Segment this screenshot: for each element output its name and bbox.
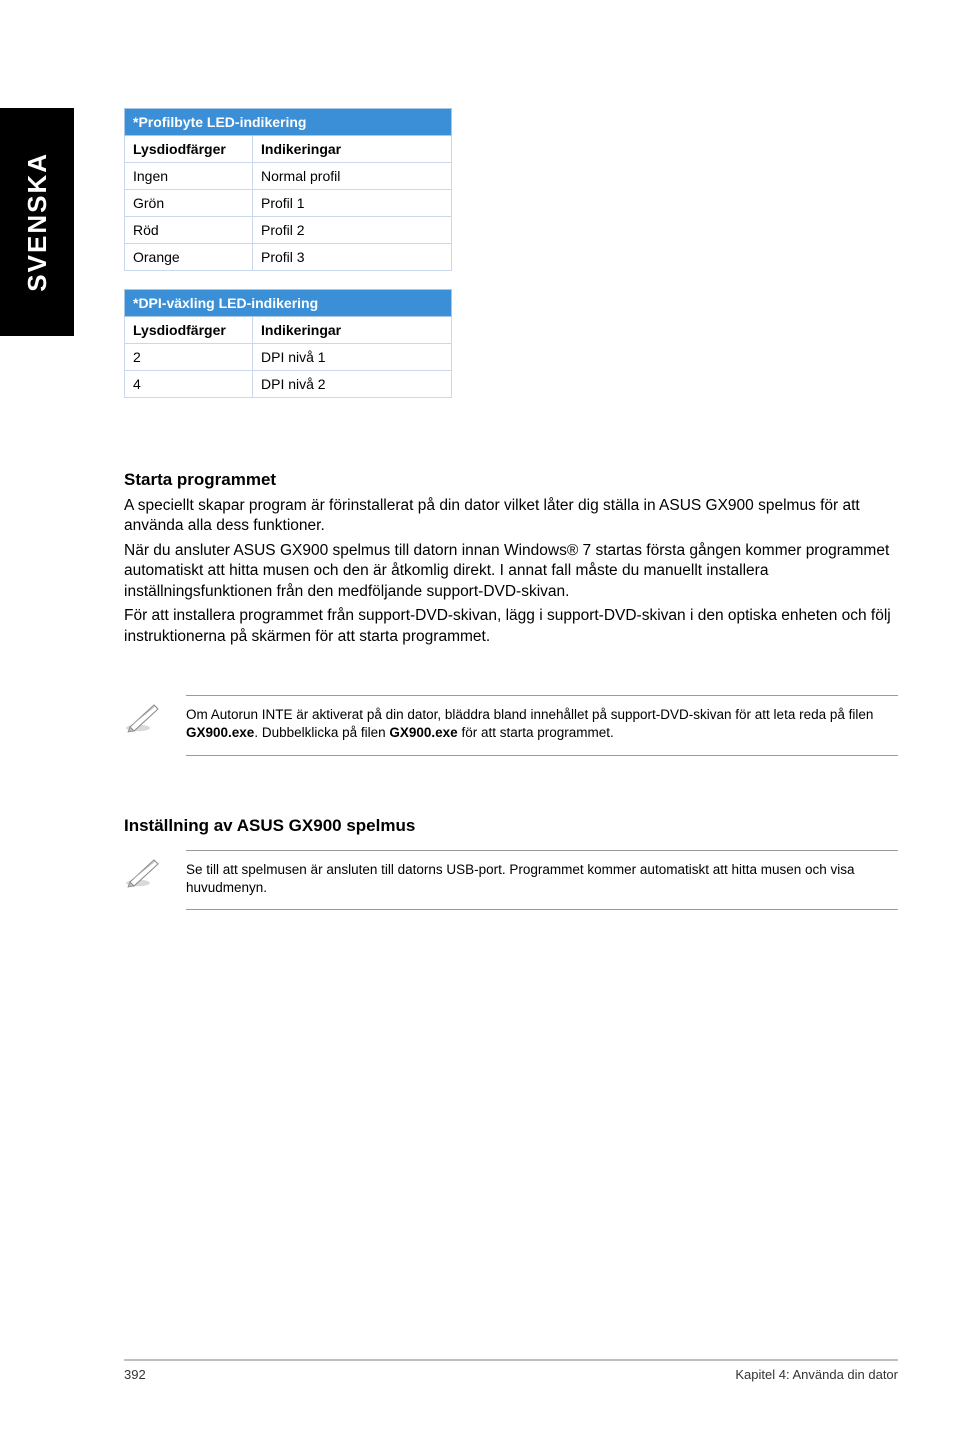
cell: Röd (125, 217, 253, 244)
cell: Profil 1 (253, 190, 452, 217)
note-text-post: för att starta programmet. (458, 725, 614, 740)
start-program-p2: När du ansluter ASUS GX900 spelmus till … (124, 541, 898, 602)
table-row: OrangeProfil 3 (125, 244, 452, 271)
note-text-pre: Om Autorun INTE är aktiverat på din dato… (186, 707, 873, 722)
dpi-led-col1-header: Lysdiodfärger (125, 317, 253, 344)
dpi-led-col2-header: Indikeringar (253, 317, 452, 344)
profile-led-title: *Profilbyte LED-indikering (125, 109, 452, 136)
cell: Profil 2 (253, 217, 452, 244)
page-footer: 392 Kapitel 4: Använda din dator (124, 1359, 898, 1382)
cell: Profil 3 (253, 244, 452, 271)
cell: Ingen (125, 163, 253, 190)
start-program-p3: För att installera programmet från suppo… (124, 606, 898, 647)
table-row: RödProfil 2 (125, 217, 452, 244)
cell: Normal profil (253, 163, 452, 190)
start-program-p1: A speciellt skapar program är förinstall… (124, 496, 898, 537)
profile-led-col1-header: Lysdiodfärger (125, 136, 253, 163)
table-row: 4DPI nivå 2 (125, 371, 452, 398)
note-pen-icon (124, 850, 164, 893)
language-side-tab-label: SVENSKA (22, 152, 53, 292)
language-side-tab: SVENSKA (0, 108, 74, 336)
page-number: 392 (124, 1367, 146, 1382)
table-row: IngenNormal profil (125, 163, 452, 190)
settings-heading: Inställning av ASUS GX900 spelmus (124, 816, 898, 836)
usb-note: Se till att spelmusen är ansluten till d… (124, 850, 898, 910)
note-filename-2: GX900.exe (389, 725, 457, 740)
note-pen-icon (124, 695, 164, 738)
table-row: GrönProfil 1 (125, 190, 452, 217)
cell: Grön (125, 190, 253, 217)
profile-led-col2-header: Indikeringar (253, 136, 452, 163)
note-text-mid: . Dubbelklicka på filen (254, 725, 389, 740)
dpi-led-table: *DPI-växling LED-indikering Lysdiodfärge… (124, 289, 452, 398)
cell: DPI nivå 2 (253, 371, 452, 398)
usb-note-text: Se till att spelmusen är ansluten till d… (186, 850, 898, 910)
note-filename-1: GX900.exe (186, 725, 254, 740)
cell: Orange (125, 244, 253, 271)
autorun-note: Om Autorun INTE är aktiverat på din dato… (124, 695, 898, 755)
page-content: *Profilbyte LED-indikering Lysdiodfärger… (124, 108, 898, 910)
dpi-led-title: *DPI-växling LED-indikering (125, 290, 452, 317)
autorun-note-text: Om Autorun INTE är aktiverat på din dato… (186, 695, 898, 755)
cell: 2 (125, 344, 253, 371)
table-row: 2DPI nivå 1 (125, 344, 452, 371)
cell: 4 (125, 371, 253, 398)
cell: DPI nivå 1 (253, 344, 452, 371)
profile-led-table: *Profilbyte LED-indikering Lysdiodfärger… (124, 108, 452, 271)
start-program-heading: Starta programmet (124, 470, 898, 490)
chapter-label: Kapitel 4: Använda din dator (735, 1367, 898, 1382)
